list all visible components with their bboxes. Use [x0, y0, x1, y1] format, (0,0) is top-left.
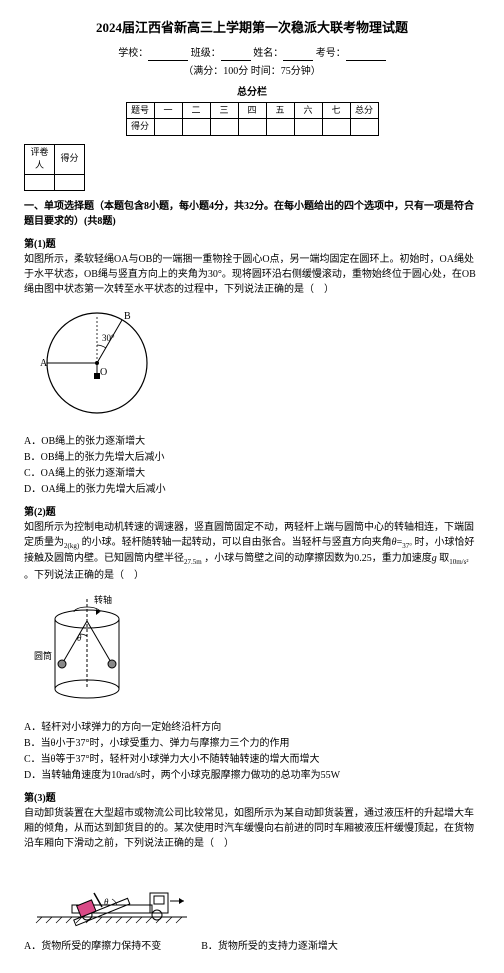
- q2-choice-c[interactable]: C．当θ等于37°时，轻杆对小球弹力大小不随转轴转速的增大而增大: [24, 752, 480, 767]
- score-row-header: 题号 一 二 三 四 五 六 七 总分: [126, 102, 378, 119]
- cell[interactable]: [322, 119, 350, 136]
- q1-figure: A B O 30°: [32, 303, 480, 428]
- angle-label: 30°: [102, 333, 115, 343]
- cell[interactable]: [210, 119, 238, 136]
- examno-label: 考号：: [316, 48, 346, 59]
- grader-cell[interactable]: [25, 174, 55, 190]
- cell: 总分: [350, 102, 378, 119]
- score-hdr: 得分: [55, 144, 85, 174]
- label-A: A: [40, 358, 48, 369]
- q2-body: 如图所示为控制电动机转速的调速器，竖直圆筒固定不动，两轻杆上端与圆筒中心的转轴相…: [24, 520, 480, 583]
- examno-blank[interactable]: [346, 49, 386, 61]
- class-blank[interactable]: [221, 49, 251, 61]
- q2-gval: 10m/s²: [449, 558, 468, 566]
- q1-choice-d[interactable]: D．OA绳上的张力先增大后减小: [24, 482, 480, 497]
- score-row-values: 得分: [126, 119, 378, 136]
- label-O: O: [100, 367, 107, 378]
- q2-mass: 2(kg): [64, 542, 79, 550]
- name-blank[interactable]: [283, 49, 313, 61]
- q2-title: 第(2)题: [24, 505, 480, 520]
- axis-label: 转轴: [94, 594, 112, 605]
- q1-title: 第(1)题: [24, 237, 480, 252]
- q3-choice-a[interactable]: A．货物所受的摩擦力保持不变: [24, 939, 161, 954]
- q1-choice-b[interactable]: B．OB绳上的张力先增大后减小: [24, 450, 480, 465]
- label-B: B: [124, 311, 131, 322]
- q2-theta: θ: [392, 537, 397, 548]
- q2-choice-b[interactable]: B．当θ小于37°时，小球受重力、弹力与摩擦力三个力的作用: [24, 736, 480, 751]
- q3-choice-b[interactable]: B．货物所受的支持力逐渐增大: [201, 939, 338, 954]
- cell[interactable]: [154, 119, 182, 136]
- cell[interactable]: [350, 119, 378, 136]
- q1-choice-a[interactable]: A．OB绳上的张力逐渐增大: [24, 434, 480, 449]
- score-caption: 总分栏: [24, 85, 480, 100]
- q1-body: 如图所示，柔软轻绳OA与OB的一端捆一重物拴于圆心O点，另一端均固定在圆环上。初…: [24, 252, 480, 297]
- q2-t2: 的小球。轻杆随转轴一起转动，可以自由张合。当轻杆与竖直方向夹角: [82, 537, 392, 548]
- q2-t6: 。下列说法正确的是（ ）: [24, 570, 144, 581]
- q2-radius: 27.5m: [184, 558, 202, 566]
- q3-figure: θ: [32, 857, 480, 932]
- q2-t4: ，小球与筒壁之间的动摩擦因数为0.25，重力加速度: [204, 553, 432, 564]
- q3-title: 第(3)题: [24, 791, 480, 806]
- name-label: 姓名：: [253, 48, 283, 59]
- theta-label: θ: [77, 633, 82, 643]
- q2-choice-a[interactable]: A．轻杆对小球弹力的方向一定始终沿杆方向: [24, 720, 480, 735]
- cell: 六: [294, 102, 322, 119]
- info-line-1: 学校： 班级： 姓名： 考号：: [24, 46, 480, 61]
- q2-g: g: [432, 553, 437, 564]
- cell[interactable]: [294, 119, 322, 136]
- cell: 得分: [126, 119, 154, 136]
- section-1-head: 一、单项选择题（本题包含8小题，每小题4分，共32分。在每小题给出的四个选项中，…: [24, 199, 480, 229]
- cell: 五: [266, 102, 294, 119]
- q2-t5: 取: [439, 553, 449, 564]
- exam-title: 2024届江西省新高三上学期第一次稳派大联考物理试题: [24, 18, 480, 38]
- q2-figure: 转轴 圆筒 θ: [32, 589, 480, 714]
- q2-angle: 37°: [402, 542, 412, 550]
- grader-table: 评卷人 得分: [24, 144, 85, 191]
- q2-choice-d[interactable]: D．当转轴角速度为10rad/s时，两个小球克服摩擦力做功的总功率为55W: [24, 768, 480, 783]
- score-table: 题号 一 二 三 四 五 六 七 总分 得分: [126, 102, 379, 136]
- cell: 七: [322, 102, 350, 119]
- cell: 二: [182, 102, 210, 119]
- school-blank[interactable]: [148, 49, 188, 61]
- score-cell[interactable]: [55, 174, 85, 190]
- cell: 三: [210, 102, 238, 119]
- timing-line: （满分：100分 时间：75分钟）: [24, 64, 480, 79]
- cell[interactable]: [182, 119, 210, 136]
- q3-body: 自动卸货装置在大型超市或物流公司比较常见，如图所示为某自动卸货装置，通过液压杆的…: [24, 806, 480, 851]
- school-label: 学校：: [118, 48, 148, 59]
- class-label: 班级：: [191, 48, 221, 59]
- q3-choices: A．货物所受的摩擦力保持不变 B．货物所受的支持力逐渐增大: [24, 938, 480, 955]
- q1-choice-c[interactable]: C．OA绳上的张力逐渐增大: [24, 466, 480, 481]
- cell: 四: [238, 102, 266, 119]
- q1-choices: A．OB绳上的张力逐渐增大 B．OB绳上的张力先增大后减小 C．OA绳上的张力逐…: [24, 434, 480, 497]
- cyl-label: 圆筒: [34, 650, 52, 661]
- cell[interactable]: [238, 119, 266, 136]
- cell: 题号: [126, 102, 154, 119]
- q2-choices: A．轻杆对小球弹力的方向一定始终沿杆方向 B．当θ小于37°时，小球受重力、弹力…: [24, 720, 480, 783]
- theta-label: θ: [104, 897, 109, 907]
- grader-hdr: 评卷人: [25, 144, 55, 174]
- cell: 一: [154, 102, 182, 119]
- cell[interactable]: [266, 119, 294, 136]
